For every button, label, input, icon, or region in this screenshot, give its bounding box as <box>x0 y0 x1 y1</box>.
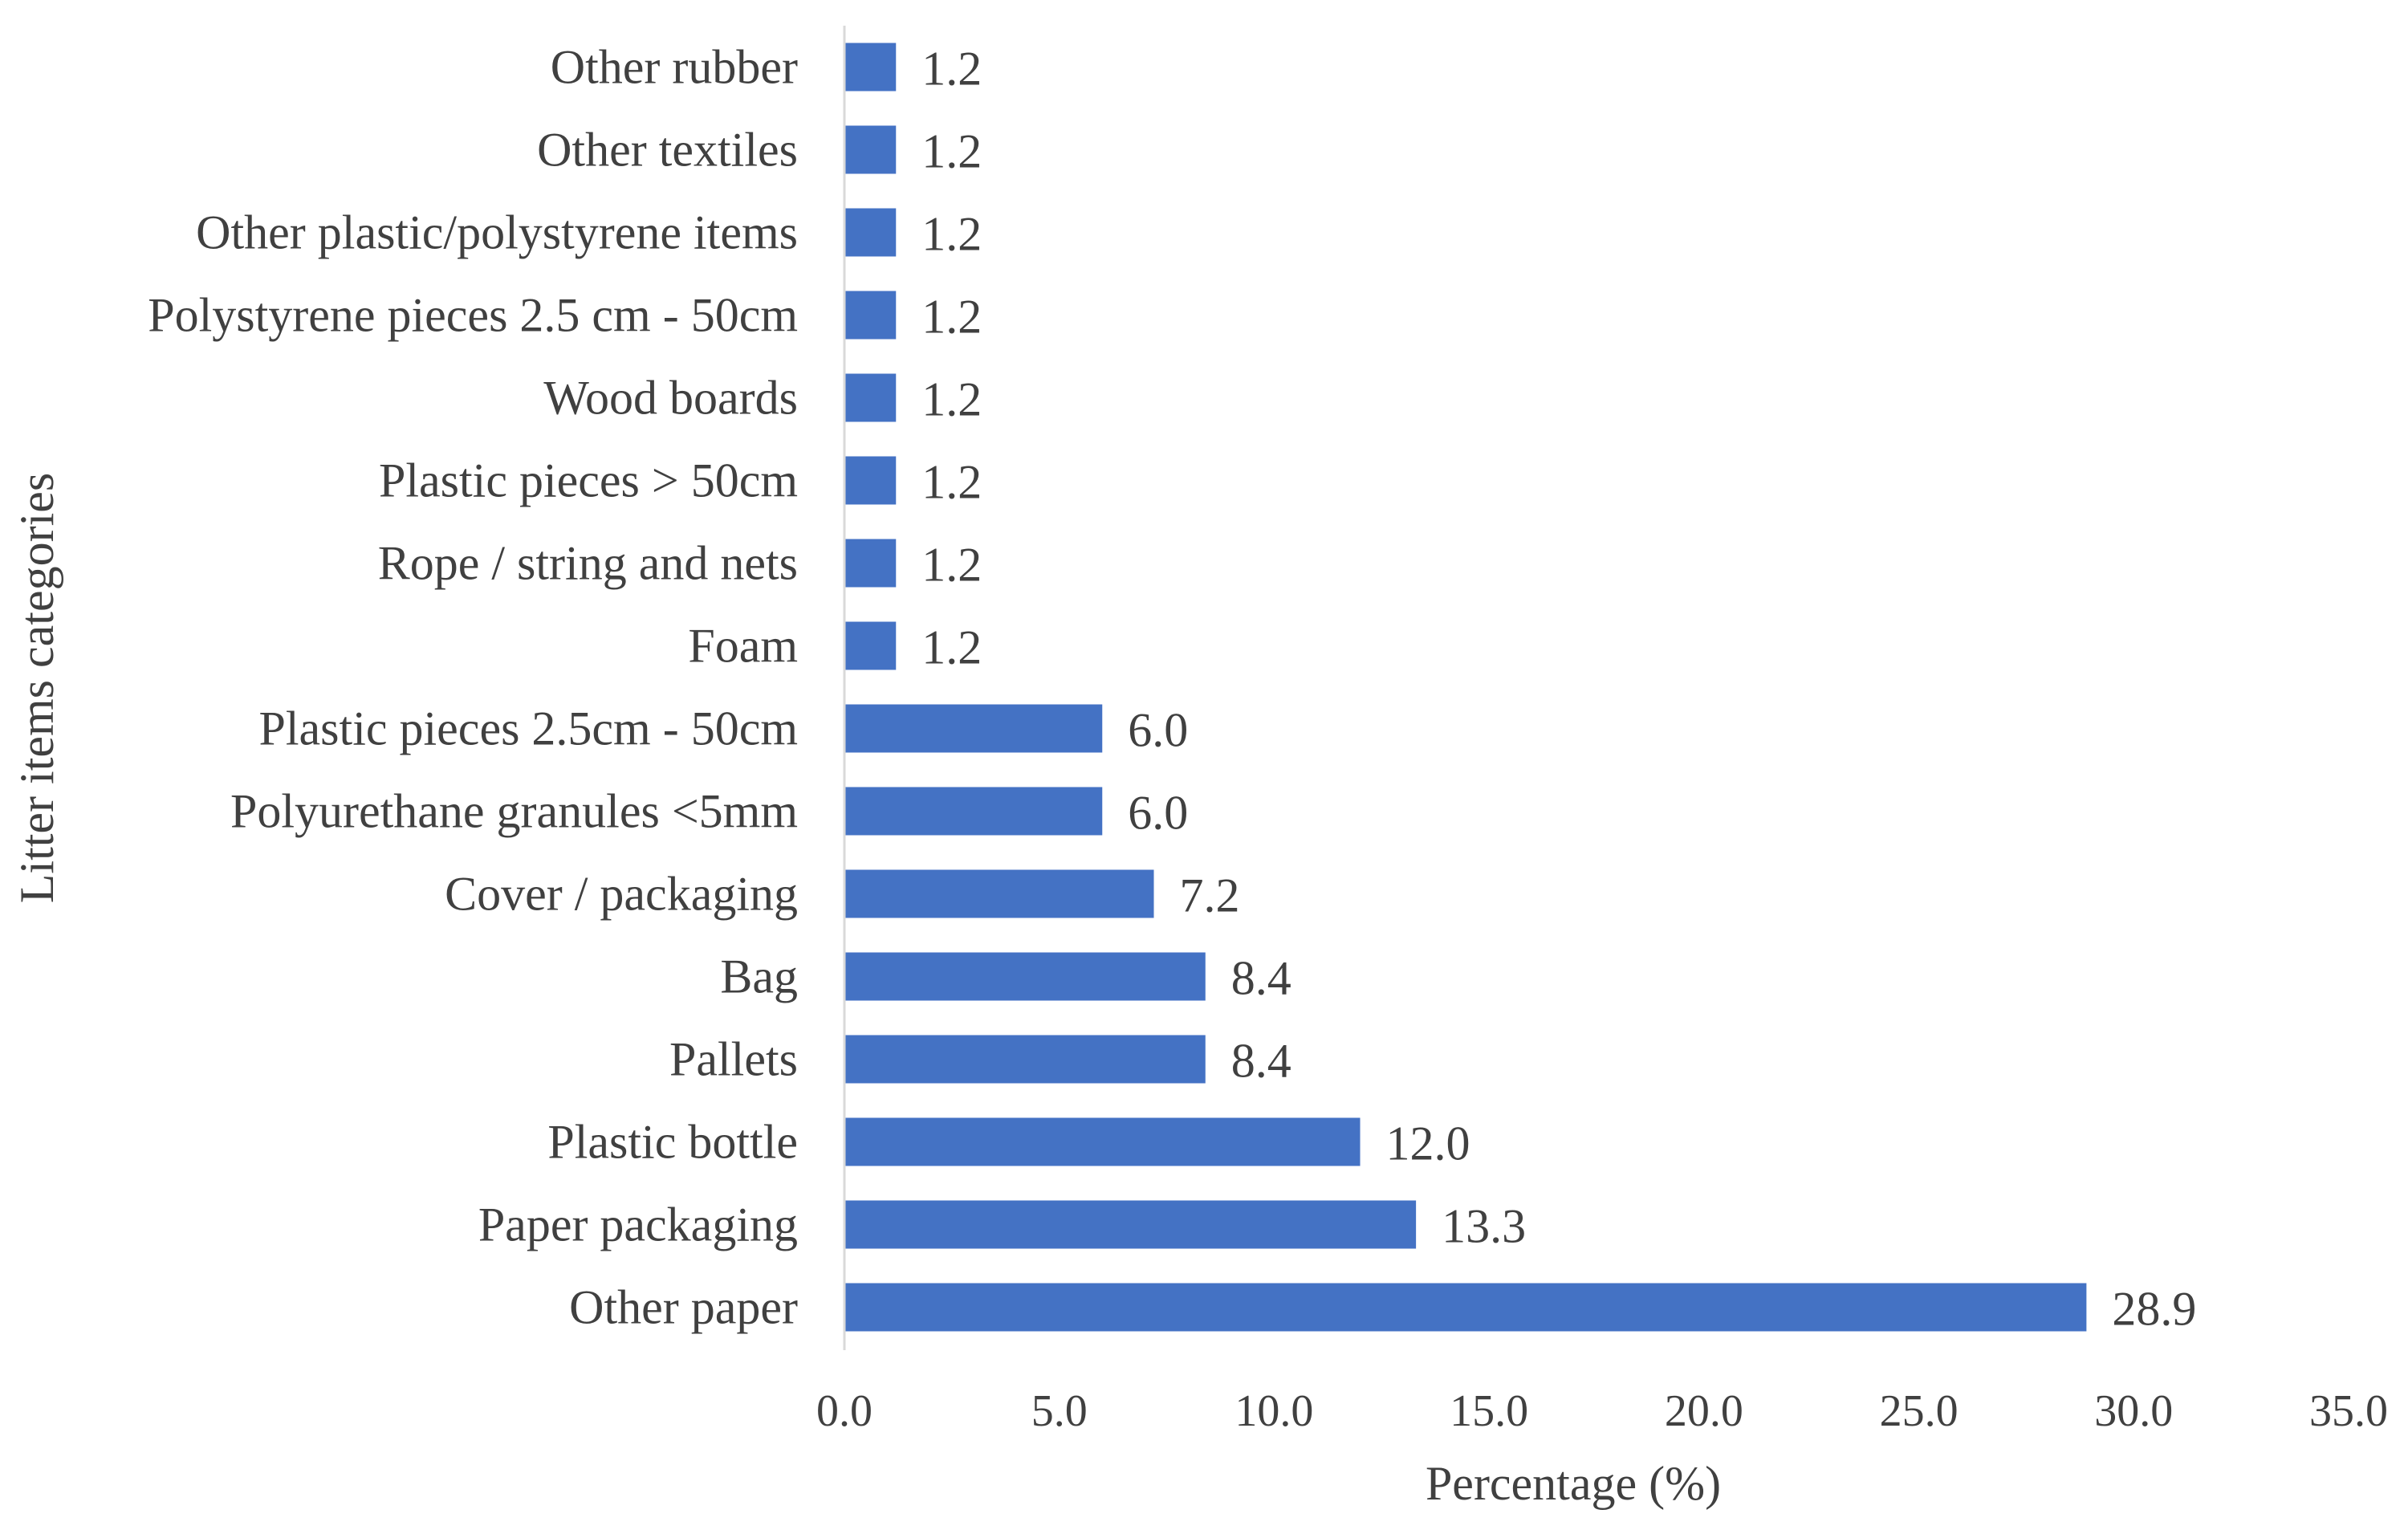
data-label: 1.2 <box>921 208 982 261</box>
bar <box>844 704 1103 753</box>
data-label: 1.2 <box>921 125 982 178</box>
bars-layer <box>844 43 2087 1332</box>
bar <box>844 787 1103 836</box>
category-label: Pallets <box>669 1033 798 1086</box>
bar <box>844 621 897 670</box>
data-label: 7.2 <box>1180 869 1240 922</box>
bar <box>844 125 897 174</box>
x-axis-title: Percentage (%) <box>1426 1457 1721 1510</box>
data-label: 1.2 <box>921 43 982 96</box>
x-tick-label: 0.0 <box>816 1386 872 1436</box>
bar <box>844 373 897 422</box>
category-label: Other paper <box>569 1281 798 1334</box>
category-label: Foam <box>688 620 798 673</box>
category-label: Plastic bottle <box>547 1116 798 1169</box>
x-tick-label: 35.0 <box>2309 1386 2388 1436</box>
category-label: Polyurethane granules <5mm <box>230 785 798 838</box>
x-tick-label: 30.0 <box>2094 1386 2173 1436</box>
labels-layer: Other rubber 1.2 Other textiles 1.2 Other pl… <box>148 41 2196 1336</box>
bar <box>844 1117 1361 1166</box>
bar <box>844 539 897 588</box>
bar <box>844 1035 1206 1084</box>
category-label: Cover / packaging <box>445 868 798 921</box>
x-tick-label: 10.0 <box>1235 1386 1313 1436</box>
data-label: 6.0 <box>1128 787 1188 840</box>
data-label: 8.4 <box>1231 1035 1291 1088</box>
x-tick-labels: 0.0 5.0 10.0 15.0 20.0 25.0 30.0 35.0 <box>816 1386 2388 1436</box>
bar <box>844 291 897 340</box>
data-label: 1.2 <box>921 539 982 592</box>
data-label: 1.2 <box>921 291 982 344</box>
bar <box>844 456 897 505</box>
category-label: Rope / string and nets <box>378 537 798 590</box>
bar <box>844 208 897 257</box>
category-label: Other rubber <box>551 41 798 94</box>
data-label: 8.4 <box>1231 952 1291 1005</box>
data-label: 1.2 <box>921 456 982 509</box>
data-label: 13.3 <box>1442 1200 1526 1253</box>
category-label: Plastic pieces 2.5cm - 50cm <box>259 702 798 755</box>
x-tick-label: 5.0 <box>1031 1386 1088 1436</box>
category-label: Other plastic/polystyrene items <box>196 206 798 259</box>
data-label: 12.0 <box>1386 1117 1470 1170</box>
category-label: Other textiles <box>537 124 798 177</box>
x-tick-label: 15.0 <box>1450 1386 1528 1436</box>
bar <box>844 1200 1417 1249</box>
bar <box>844 1283 2087 1332</box>
bar <box>844 952 1206 1001</box>
data-label: 1.2 <box>921 621 982 674</box>
y-axis-title: Litter items categories <box>10 473 63 903</box>
data-label: 1.2 <box>921 373 982 426</box>
category-label: Polystyrene pieces 2.5 cm - 50cm <box>148 289 798 342</box>
category-label: Plastic pieces > 50cm <box>379 454 798 507</box>
category-label: Wood boards <box>543 372 798 425</box>
x-tick-label: 25.0 <box>1880 1386 1959 1436</box>
x-tick-label: 20.0 <box>1665 1386 1743 1436</box>
data-label: 6.0 <box>1128 704 1188 757</box>
bar <box>844 43 897 92</box>
bar <box>844 869 1154 918</box>
data-label: 28.9 <box>2112 1283 2196 1336</box>
category-label: Bag <box>720 950 798 1003</box>
category-label: Paper packaging <box>478 1198 798 1251</box>
